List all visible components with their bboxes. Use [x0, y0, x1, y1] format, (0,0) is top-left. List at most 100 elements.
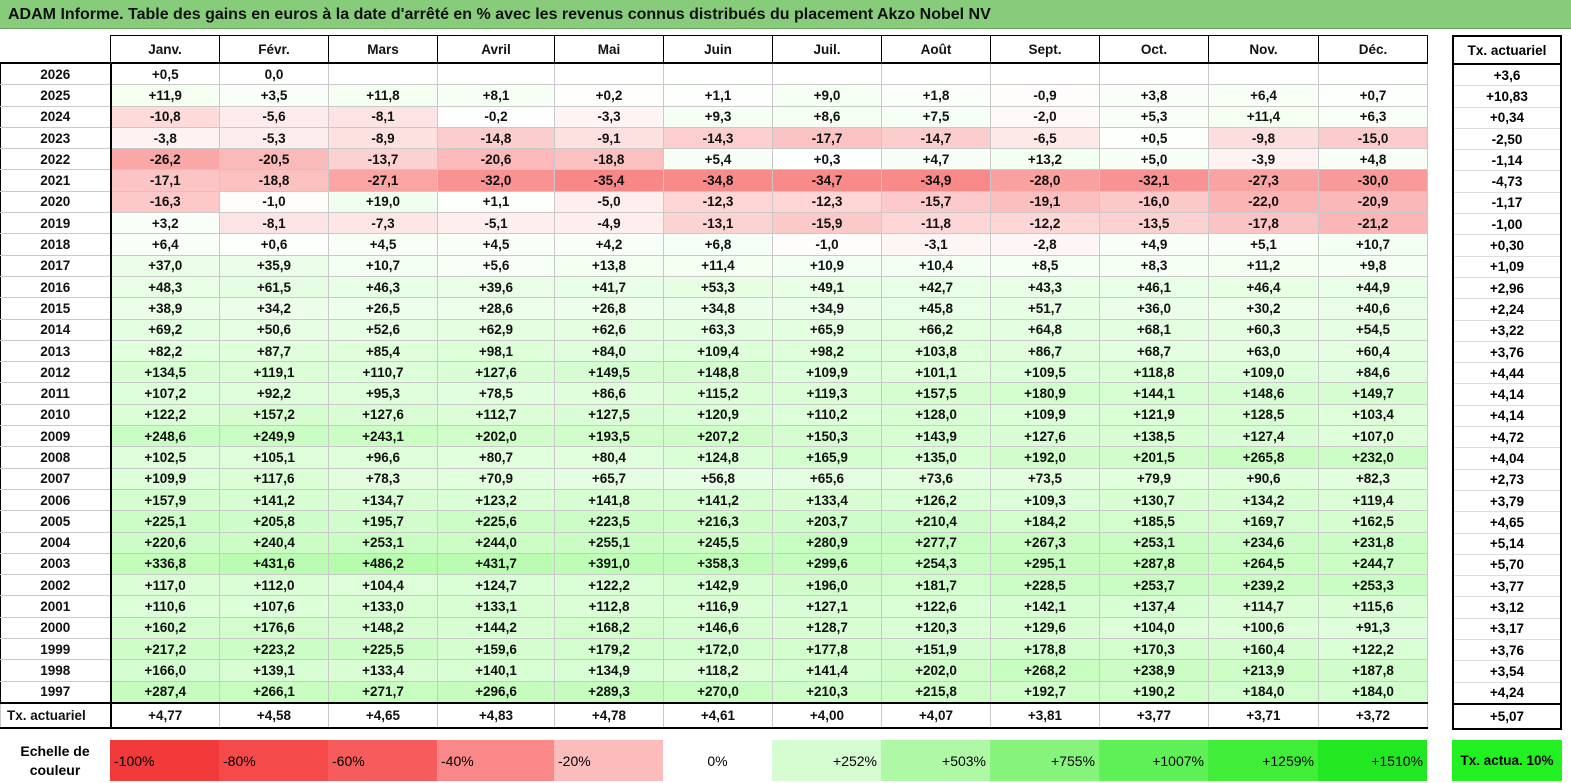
year-cell: 2003 [0, 552, 112, 576]
gain-cell: +358,3 [663, 552, 773, 576]
gain-cell: +232,0 [1318, 446, 1428, 469]
gain-cell: +103,4 [1318, 403, 1428, 427]
actuarial-rate-cell: +4,65 [1452, 511, 1562, 534]
gain-cell: +60,4 [1318, 339, 1428, 363]
table-row: 2019 +3,2 -8,1 -7,3 -5,1 -4,9 -13,1 -15,9 -11,8-… [0, 212, 1428, 235]
gain-cell: +4,5 [328, 233, 438, 256]
month-header: Août [881, 35, 991, 64]
year-cell: 2011 [0, 382, 112, 405]
gain-cell: +133,0 [328, 595, 438, 618]
year-cell: 2008 [0, 446, 112, 469]
gain-cell: -5,0 [554, 190, 664, 214]
gain-cell: +287,8 [1099, 552, 1209, 576]
gain-cell: +150,3 [772, 425, 882, 448]
gain-cell: +0,6 [219, 233, 329, 256]
year-cell: 2005 [0, 510, 112, 533]
year-cell: 2010 [0, 403, 112, 427]
gain-cell: -35,4 [554, 169, 664, 192]
gain-cell: +110,2 [772, 403, 882, 427]
gain-cell: +223,2 [219, 638, 329, 661]
gain-cell: +49,1 [772, 275, 882, 299]
table-row: 2017 +37,0 +35,9 +10,7 +5,6 +13,8 +11,4 +10,9 +1… [0, 254, 1428, 277]
total-label: Tx. actuariel [0, 701, 112, 729]
gain-cell: +133,1 [437, 595, 555, 618]
gain-cell: +142,9 [663, 574, 773, 597]
gain-cell: +203,7 [772, 510, 882, 533]
actuarial-rate-cell: +3,79 [1452, 489, 1562, 512]
gain-cell: -5,6 [219, 105, 329, 128]
gain-cell: +91,3 [1318, 616, 1428, 640]
gain-cell: +11,8 [328, 84, 438, 107]
gain-cell: +134,9 [554, 659, 664, 682]
gain-cell: +134,7 [328, 488, 438, 512]
gain-cell: -9,1 [554, 126, 664, 150]
gain-cell: +4,8 [1318, 148, 1428, 171]
gain-cell: -32,0 [437, 169, 555, 192]
gain-cell: +62,9 [437, 318, 555, 341]
gain-cell: +34,9 [772, 297, 882, 320]
actuarial-rate-cell: +4,72 [1452, 426, 1562, 448]
table-body: 2026 +0,5 0,0 2025 +11,9 +3,5 +11,8 +8,1 +0,2 +1,… [0, 62, 1428, 729]
gain-cell: +148,8 [663, 361, 773, 384]
gain-cell: +6,4 [1208, 84, 1319, 107]
gain-cell: +169,7 [1208, 510, 1319, 533]
gain-cell [554, 62, 664, 86]
gain-cell: +149,5 [554, 361, 664, 384]
year-cell: 2022 [0, 148, 112, 171]
gain-cell: +207,2 [663, 425, 773, 448]
actuarial-rate-cell: +4,14 [1452, 383, 1562, 406]
gain-cell: -34,8 [663, 169, 773, 192]
gain-cell: +160,4 [1208, 638, 1319, 661]
actuarial-rate-cell: +2,96 [1452, 276, 1562, 299]
gain-cell: +104,4 [328, 574, 438, 597]
gain-cell: -16,3 [110, 190, 220, 214]
gain-cell: +287,4 [110, 680, 220, 704]
actuarial-rate-cell: +5,14 [1452, 532, 1562, 555]
gain-cell: +9,8 [1318, 254, 1428, 277]
gain-cell: +162,5 [1318, 510, 1428, 533]
gain-cell: +248,6 [110, 425, 220, 448]
gain-cell: +114,7 [1208, 595, 1319, 618]
table-row: 2026 +0,5 0,0 [0, 62, 1428, 86]
gain-cell: +0,7 [1318, 84, 1428, 107]
gain-cell: +103,8 [881, 339, 991, 363]
color-scale-legend: Echelle de couleur -100% -80% -60% -40% -20%… [0, 740, 1427, 781]
gain-cell: +213,9 [1208, 659, 1319, 682]
gain-cell: -0,9 [990, 84, 1100, 107]
gain-cell: +53,3 [663, 275, 773, 299]
gain-cell: +65,7 [554, 467, 664, 490]
gain-cell: +116,9 [663, 595, 773, 618]
gain-cell: +157,2 [219, 403, 329, 427]
gain-cell: -34,9 [881, 169, 991, 192]
actuarial-rate-cell: +4,14 [1452, 404, 1562, 427]
gain-cell: +5,0 [1099, 148, 1209, 171]
gain-cell: +10,7 [1318, 233, 1428, 256]
actuarial-rate-cell: +3,6 [1452, 63, 1562, 86]
gain-cell: +95,3 [328, 382, 438, 405]
gain-cell: +244,7 [1318, 552, 1428, 576]
gain-cell: -18,8 [554, 148, 664, 171]
gain-cell: +166,0 [110, 659, 220, 682]
table-row: 1999 +217,2 +223,2 +225,5 +159,6 +179,2 +172,0… [0, 638, 1428, 661]
legend-swatch: -80% [219, 740, 328, 781]
gain-cell: +5,6 [437, 254, 555, 277]
gain-cell: +37,0 [110, 254, 220, 277]
gain-cell: +149,7 [1318, 382, 1428, 405]
actuarial-rate-cell: +0,34 [1452, 106, 1562, 129]
gain-cell: +124,7 [437, 574, 555, 597]
gain-cell: +159,6 [437, 638, 555, 661]
gain-cell: +0,2 [554, 84, 664, 107]
gain-cell: +277,7 [881, 531, 991, 554]
gain-cell [772, 62, 882, 86]
gain-cell: +65,9 [772, 318, 882, 341]
year-cell: 2013 [0, 339, 112, 363]
gain-cell: +391,0 [554, 552, 664, 576]
gain-cell: +52,6 [328, 318, 438, 341]
gain-cell: +184,0 [1208, 680, 1319, 704]
gain-cell: -17,1 [110, 169, 220, 192]
actuarial-legend-swatch: Tx. actua. 10% [1452, 740, 1562, 781]
gain-cell: +141,2 [219, 488, 329, 512]
year-cell: 2002 [0, 574, 112, 597]
month-header: Oct. [1099, 35, 1209, 64]
gain-cell: +336,8 [110, 552, 220, 576]
